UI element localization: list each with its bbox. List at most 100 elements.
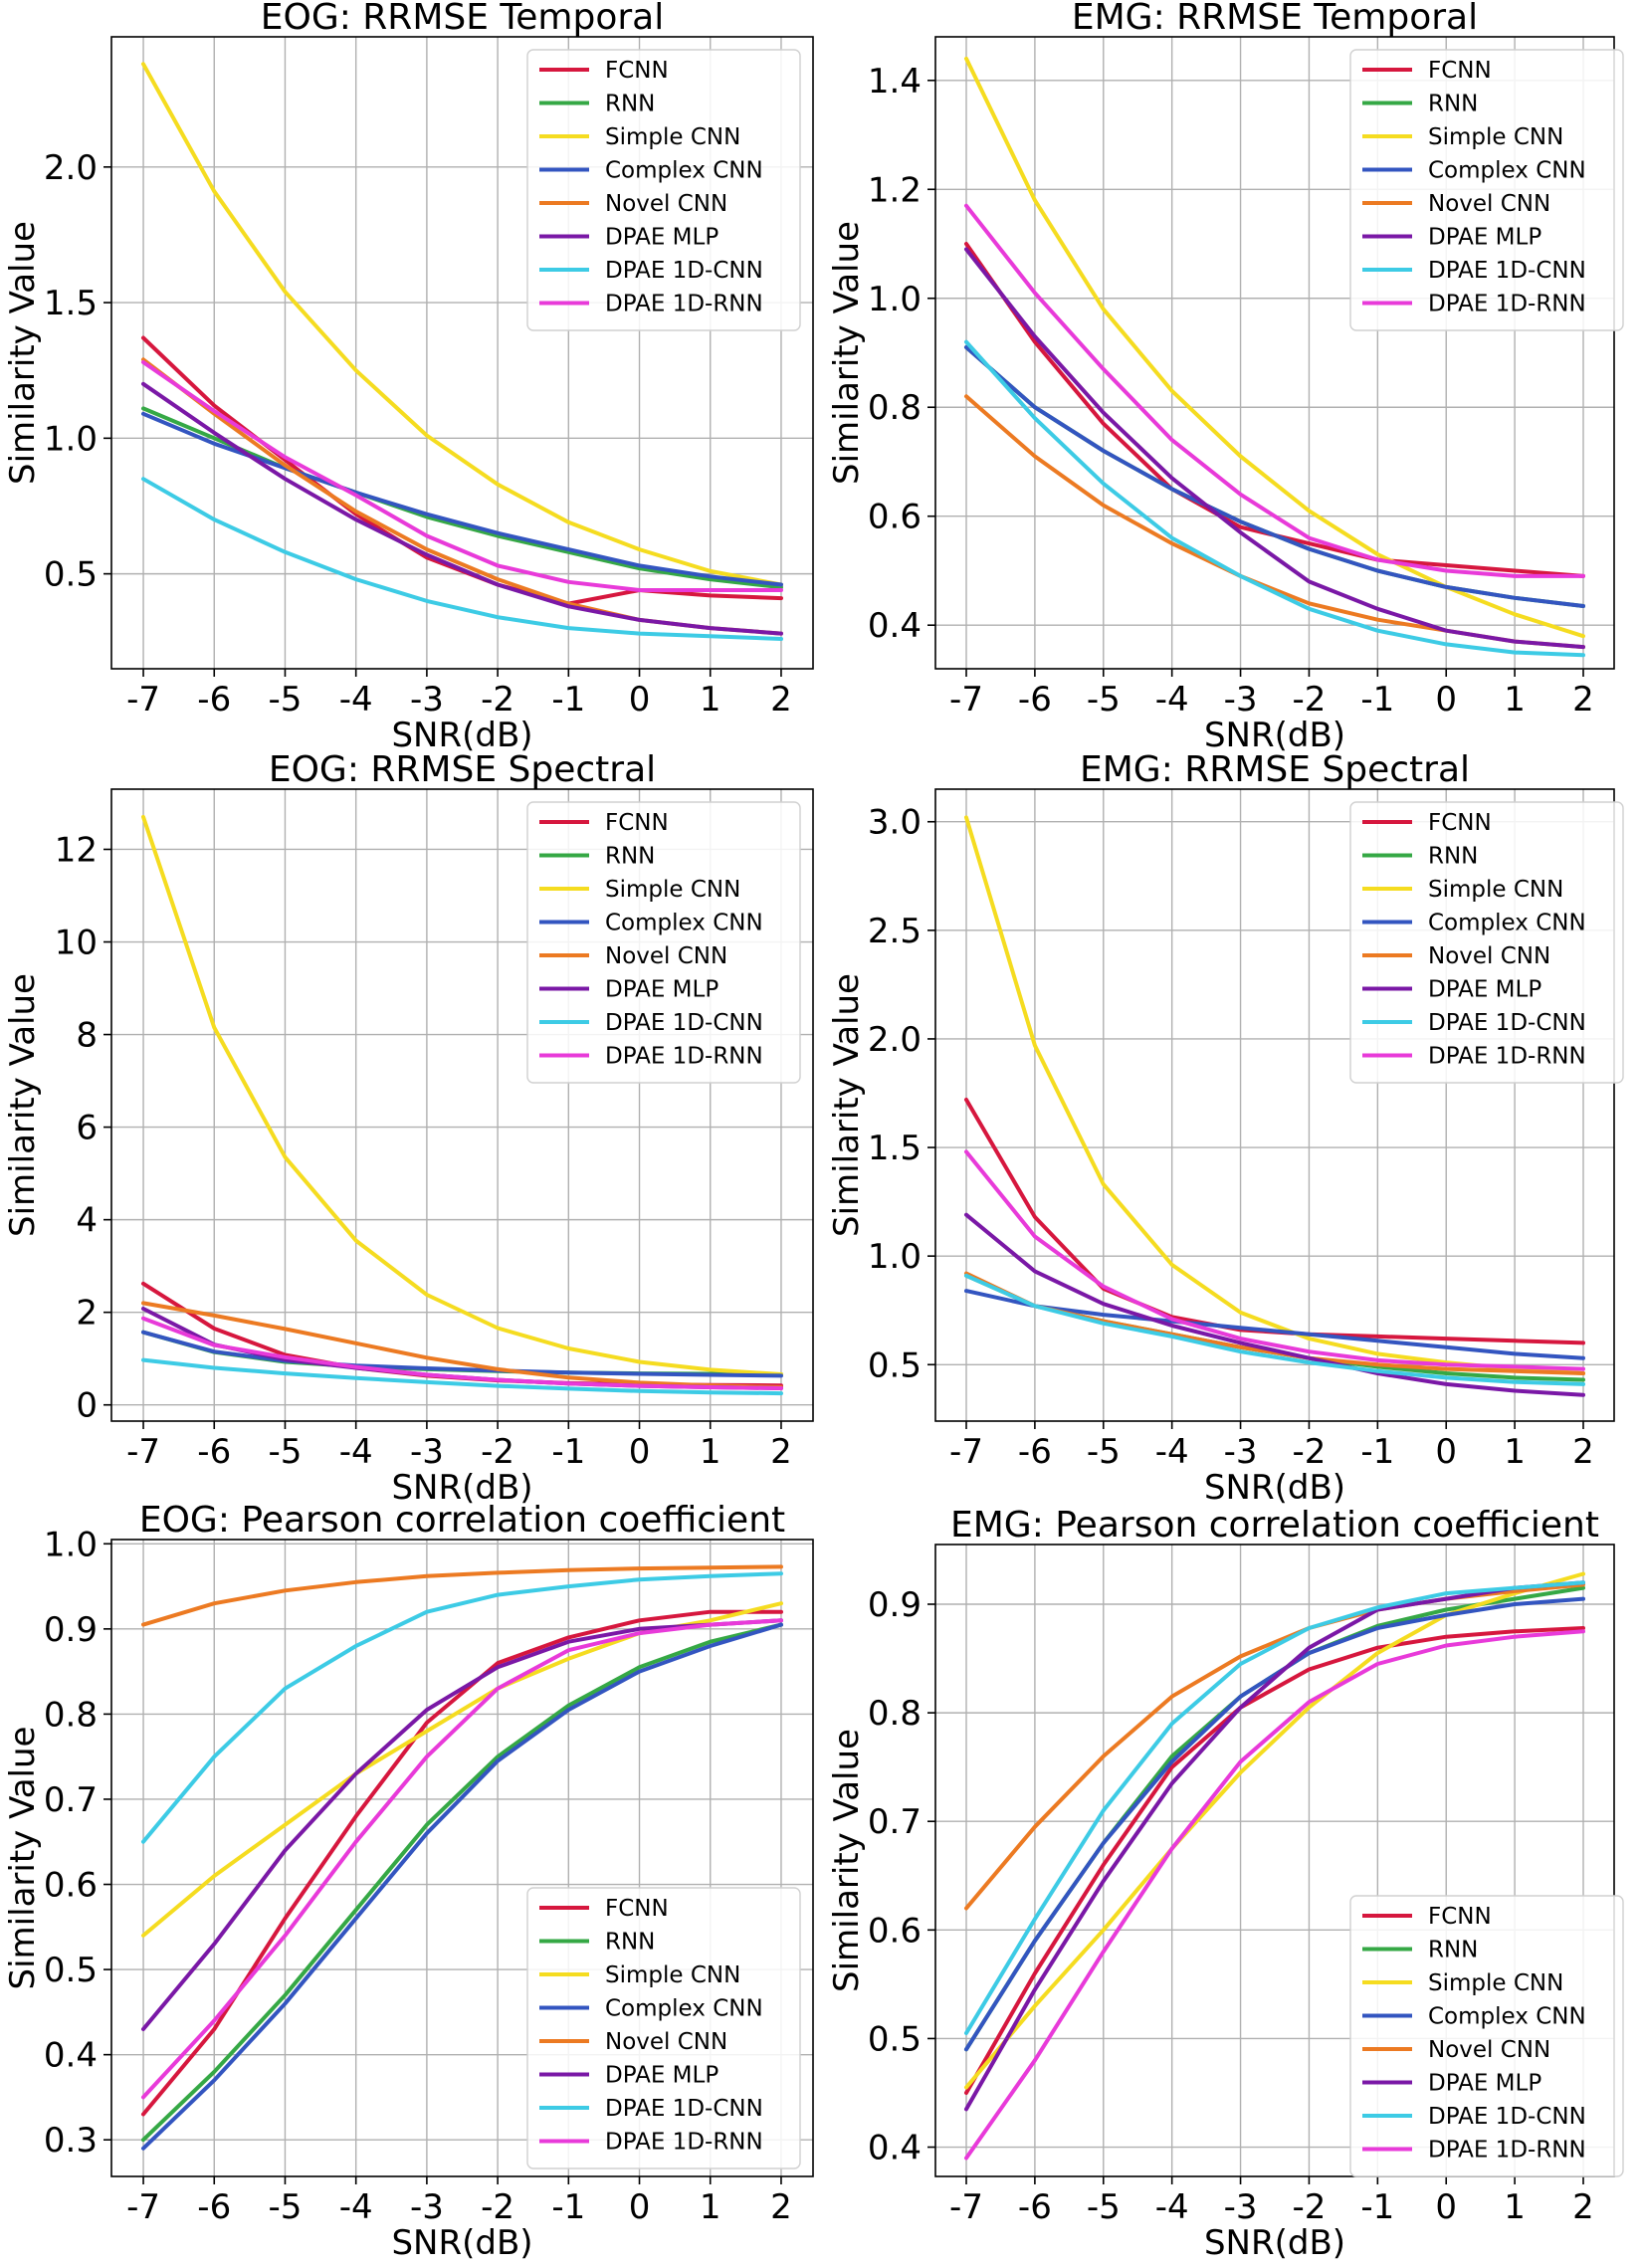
x-tick-label: -1 (551, 1432, 585, 1472)
legend-label: DPAE 1D-CNN (605, 1010, 763, 1036)
legend-label: Novel CNN (1428, 943, 1550, 969)
x-tick-label: -2 (1292, 1432, 1326, 1472)
series-line-dpae-mlp (964, 247, 1585, 650)
chart-panel-2: -7 -6 -5 -4 -3 -2 -1 0 1 2 0.4 0.6 0.8 1.0 1.2 1.4 EMG: … (827, 0, 1624, 755)
x-tick-label: -4 (339, 2187, 373, 2227)
y-axis-label: Similarity Value (827, 973, 867, 1237)
plot-frame (110, 788, 814, 1422)
series-line-dpae-1d-cnn (964, 339, 1585, 658)
legend-label: DPAE 1D-CNN (605, 2096, 763, 2122)
x-tick-label: -7 (126, 2187, 160, 2227)
x-tick-label: -6 (1018, 2187, 1052, 2227)
legend-label: Novel CNN (1428, 191, 1550, 217)
legend-label: Novel CNN (605, 2029, 727, 2055)
series-lines (141, 62, 783, 641)
y-tick-label: 0.6 (868, 498, 922, 537)
x-tick-label: -1 (1360, 680, 1394, 720)
series-line-dpae-1d-rnn (141, 360, 783, 592)
y-tick-label: 0 (76, 1386, 98, 1426)
legend-label: FCNN (605, 58, 669, 84)
legend-label: Simple CNN (1428, 877, 1563, 903)
x-tick-label: -7 (949, 1432, 983, 1472)
y-tick-label: 8 (76, 1016, 98, 1056)
x-tick-label: -2 (481, 2187, 514, 2227)
series-line-dpae-1d-cnn (964, 1273, 1585, 1386)
legend-label: DPAE 1D-CNN (605, 258, 763, 284)
legend: FCNN RNN Simple CNN Complex CNN Novel CNN DPA… (1349, 801, 1624, 1084)
series-line-simple-cnn (964, 1571, 1585, 2090)
y-axis-label: Similarity Value (827, 1729, 867, 1992)
x-axis-label: SNR(dB) (391, 1468, 532, 1508)
x-tick-label: 1 (700, 680, 721, 720)
x-tick-label: -5 (1087, 1432, 1121, 1472)
x-tick-label: 2 (770, 680, 792, 720)
legend-label: DPAE MLP (605, 977, 718, 1003)
x-tick-label: 0 (629, 2187, 651, 2227)
x-tick-label: -7 (126, 680, 160, 720)
x-tick-label: 2 (770, 1432, 792, 1472)
series-line-complex-cnn (141, 411, 783, 587)
legend-label: FCNN (605, 1896, 669, 1922)
legend-label: DPAE 1D-RNN (605, 292, 763, 317)
x-tick-label: -3 (410, 2187, 444, 2227)
x-tick-label: -5 (269, 1432, 303, 1472)
y-tick-label: 1.4 (868, 62, 922, 102)
x-tick-label: -2 (481, 680, 514, 720)
legend-label: FCNN (1428, 1904, 1492, 1930)
legend-label: RNN (1428, 92, 1478, 117)
y-tick-label: 2 (76, 1294, 98, 1334)
x-tick-label: -6 (197, 2187, 231, 2227)
x-tick-label: 0 (1435, 1432, 1457, 1472)
x-tick-label: 2 (770, 2187, 792, 2227)
y-tick-label: 0.4 (44, 2036, 98, 2076)
plot-frame (934, 788, 1615, 1422)
chart-title: EOG: Pearson correlation coefficient (139, 1500, 785, 1541)
series-line-complex-cnn (141, 1622, 783, 2151)
y-tick-label: 0.8 (868, 388, 922, 428)
x-tick-label: 2 (1572, 1432, 1594, 1472)
chart-panel-6: -7 -6 -5 -4 -3 -2 -1 0 1 2 0.4 0.5 0.6 0.7 0.8 0.9 EMG: … (827, 1505, 1624, 2263)
legend-label: DPAE 1D-CNN (1428, 258, 1586, 284)
x-tick-label: -5 (269, 680, 303, 720)
legend-label: DPAE 1D-CNN (1428, 2104, 1586, 2130)
plot-frame (934, 1544, 1615, 2177)
x-tick-label: 0 (629, 680, 651, 720)
y-tick-label: 0.5 (868, 1345, 922, 1385)
legend-label: DPAE 1D-RNN (1428, 2138, 1586, 2164)
legend-label: Simple CNN (605, 1962, 740, 1988)
x-tick-label: -2 (481, 1432, 514, 1472)
y-tick-label: 0.5 (868, 2019, 922, 2059)
legend: FCNN RNN Simple CNN Complex CNN Novel CNN DPA… (526, 801, 801, 1084)
x-tick-label: 0 (1435, 680, 1457, 720)
x-tick-label: -1 (1360, 2187, 1394, 2227)
legend-box (1349, 1895, 1624, 2177)
y-axis-label: Similarity Value (3, 221, 43, 485)
x-tick-label: -7 (949, 680, 983, 720)
legend-label: Simple CNN (605, 877, 740, 903)
x-axis-label: SNR(dB) (391, 716, 532, 755)
legend-label: DPAE 1D-CNN (1428, 1010, 1586, 1036)
series-line-novel-cnn (141, 1564, 783, 1627)
legend-label: Simple CNN (1428, 1970, 1563, 1996)
series-line-dpae-1d-cnn (141, 1571, 783, 1844)
series-line-fcnn (964, 1626, 1585, 2095)
x-tick-label: 0 (1435, 2187, 1457, 2227)
x-tick-label: 1 (1504, 1432, 1526, 1472)
chart-panel-1: -7 -6 -5 -4 -3 -2 -1 0 1 2 0.5 1.0 1.5 2.0 EOG: RRMSE … (3, 0, 814, 755)
series-line-dpae-mlp (141, 381, 783, 636)
legend-label: Complex CNN (1428, 911, 1586, 936)
y-tick-label: 0.6 (44, 1866, 98, 1906)
legend-box (526, 801, 801, 1084)
legend-label: Complex CNN (605, 1996, 763, 2022)
x-tick-label: -3 (1224, 680, 1258, 720)
y-tick-label: 1.0 (868, 280, 922, 319)
series-lines (141, 814, 783, 1396)
legend-box (1349, 801, 1624, 1084)
y-tick-label: 3.0 (868, 803, 922, 843)
x-tick-label: -6 (1018, 1432, 1052, 1472)
y-axis-label: Similarity Value (3, 1727, 43, 1990)
series-line-novel-cnn (141, 1301, 783, 1389)
series-line-dpae-1d-rnn (964, 1149, 1585, 1371)
legend-box (1349, 49, 1624, 331)
